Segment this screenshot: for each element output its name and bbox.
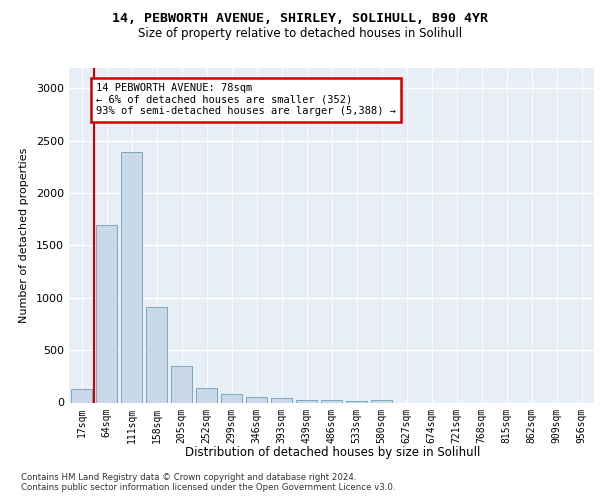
- Bar: [221, 394, 242, 402]
- Bar: [296, 400, 317, 402]
- Text: Distribution of detached houses by size in Solihull: Distribution of detached houses by size …: [185, 446, 481, 459]
- Bar: [346, 401, 367, 402]
- Text: 14 PEBWORTH AVENUE: 78sqm
← 6% of detached houses are smaller (352)
93% of semi-: 14 PEBWORTH AVENUE: 78sqm ← 6% of detach…: [96, 83, 396, 116]
- Bar: [121, 152, 142, 402]
- Y-axis label: Number of detached properties: Number of detached properties: [19, 148, 29, 322]
- Bar: [271, 398, 292, 402]
- Bar: [371, 400, 392, 402]
- Bar: [196, 388, 217, 402]
- Bar: [146, 307, 167, 402]
- Bar: [71, 389, 92, 402]
- Text: Size of property relative to detached houses in Solihull: Size of property relative to detached ho…: [138, 28, 462, 40]
- Bar: [96, 224, 117, 402]
- Bar: [246, 398, 267, 402]
- Text: 14, PEBWORTH AVENUE, SHIRLEY, SOLIHULL, B90 4YR: 14, PEBWORTH AVENUE, SHIRLEY, SOLIHULL, …: [112, 12, 488, 26]
- Bar: [171, 366, 192, 403]
- Bar: [321, 400, 342, 402]
- Text: Contains HM Land Registry data © Crown copyright and database right 2024.
Contai: Contains HM Land Registry data © Crown c…: [21, 472, 395, 492]
